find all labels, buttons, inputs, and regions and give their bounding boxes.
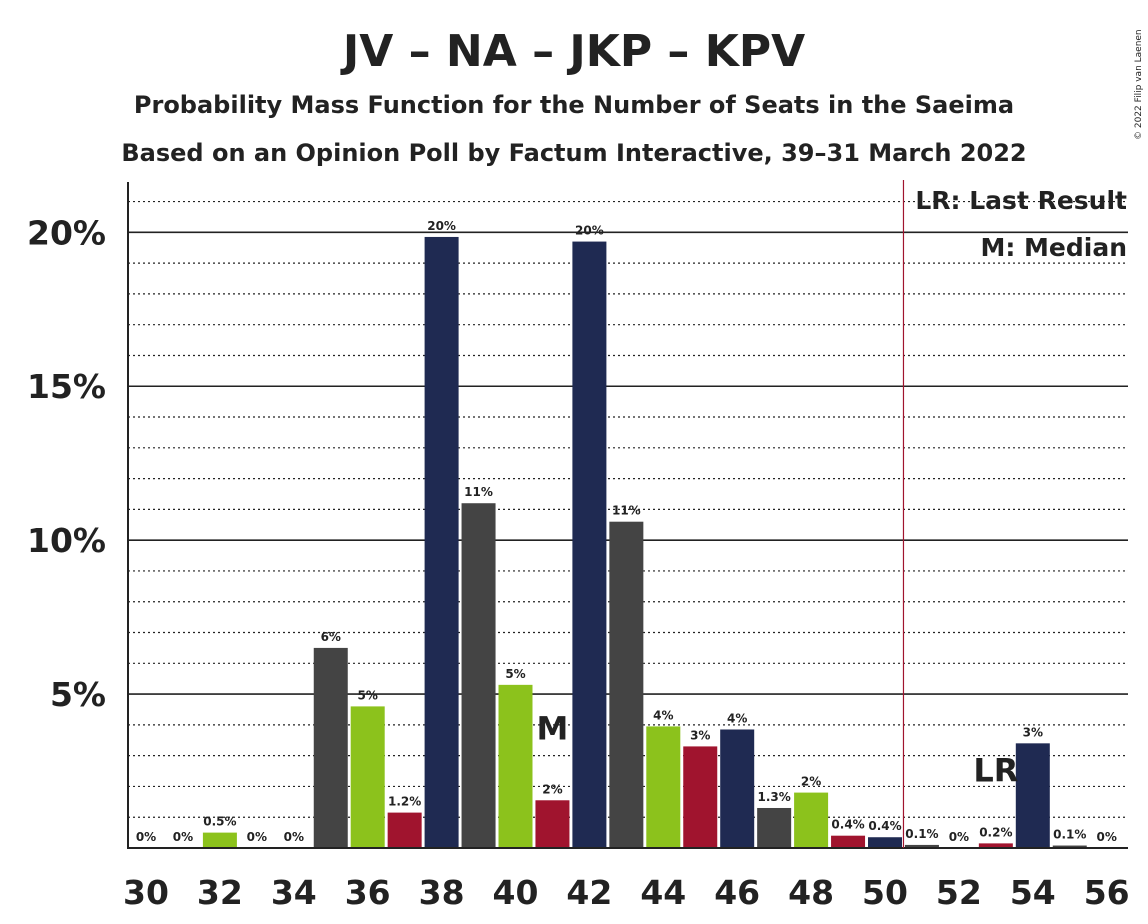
y-tick-label: 5% bbox=[50, 675, 106, 714]
bar-value-label: 0.1% bbox=[1053, 828, 1086, 842]
bar bbox=[831, 835, 866, 848]
bar-value-label: 2% bbox=[801, 775, 821, 789]
bar-value-label: 20% bbox=[427, 219, 456, 233]
bar-value-label: 11% bbox=[464, 485, 493, 499]
bar bbox=[535, 800, 570, 848]
bar-value-label: 5% bbox=[505, 667, 525, 681]
bar bbox=[904, 844, 939, 848]
bar-value-label: 6% bbox=[321, 630, 341, 644]
bar-value-label: 0% bbox=[247, 830, 267, 844]
chart-subtitle-1: Probability Mass Function for the Number… bbox=[134, 91, 1014, 119]
bar-value-label: 0% bbox=[284, 830, 304, 844]
bar bbox=[720, 729, 755, 848]
bar-value-label: 0% bbox=[173, 830, 193, 844]
x-tick-label: 50 bbox=[862, 873, 908, 912]
bar bbox=[868, 837, 902, 848]
last-result-marker: LR bbox=[973, 751, 1018, 789]
bar bbox=[202, 832, 237, 848]
bar-value-label: 0.4% bbox=[831, 818, 864, 832]
copyright-text: © 2022 Filip van Laenen bbox=[1134, 29, 1144, 140]
bar-value-label: 3% bbox=[690, 728, 710, 742]
bar-value-label: 5% bbox=[358, 688, 378, 702]
legend-last-result: LR: Last Result bbox=[915, 186, 1127, 215]
bar bbox=[978, 843, 1013, 848]
bar-value-label: 0.1% bbox=[905, 827, 938, 841]
x-axis-labels: 30 32 34 36 38 40 42 44 46 48 50 52 54 56 bbox=[123, 873, 1130, 912]
bar-value-label: 0.4% bbox=[868, 819, 901, 833]
bar bbox=[683, 746, 718, 848]
bar-value-label: 4% bbox=[653, 708, 673, 722]
bar-value-label: 20% bbox=[575, 224, 604, 238]
x-tick-label: 38 bbox=[419, 873, 465, 912]
bar-value-label: 0% bbox=[949, 830, 969, 844]
bar bbox=[609, 521, 644, 848]
bars bbox=[202, 236, 1087, 848]
x-tick-label: 34 bbox=[271, 873, 317, 912]
x-tick-label: 44 bbox=[640, 873, 686, 912]
bar-value-label: 1.3% bbox=[758, 790, 791, 804]
bar-value-label: 11% bbox=[612, 504, 641, 518]
y-axis-labels: 5% 10% 15% 20% bbox=[27, 213, 106, 714]
chart-title: JV – NA – JKP – KPV bbox=[340, 26, 805, 77]
bar-value-label: 4% bbox=[727, 711, 747, 725]
bar-value-label: 3% bbox=[1023, 725, 1043, 739]
bar bbox=[461, 503, 496, 848]
x-tick-label: 54 bbox=[1010, 873, 1056, 912]
bar-value-label: 1.2% bbox=[388, 795, 421, 809]
bar-value-label: 0.2% bbox=[979, 825, 1012, 839]
chart-subtitle-2: Based on an Opinion Poll by Factum Inter… bbox=[121, 139, 1026, 167]
bar-value-label: 0% bbox=[1097, 830, 1117, 844]
bar bbox=[1015, 743, 1050, 848]
bar-value-labels: 0% 0% 0.5% 0% 0% 6% 5% 1.2% 20% 11% 5% 2% 20% 11% 4% 3%… bbox=[136, 219, 1117, 844]
median-marker: M bbox=[537, 709, 569, 747]
bar bbox=[757, 807, 792, 848]
bar bbox=[498, 684, 533, 848]
x-tick-label: 52 bbox=[936, 873, 982, 912]
y-tick-label: 10% bbox=[27, 521, 106, 560]
bar bbox=[313, 647, 348, 848]
x-tick-label: 40 bbox=[493, 873, 539, 912]
y-tick-label: 20% bbox=[27, 213, 106, 252]
bar bbox=[350, 706, 385, 848]
bar-value-label: 0% bbox=[136, 830, 156, 844]
bar bbox=[424, 236, 459, 848]
bar bbox=[1052, 845, 1087, 848]
bar bbox=[387, 812, 422, 848]
bar bbox=[794, 792, 829, 848]
bar bbox=[646, 726, 681, 848]
y-tick-label: 15% bbox=[27, 367, 106, 406]
bar-value-label: 2% bbox=[542, 782, 562, 796]
bar bbox=[572, 241, 607, 848]
x-tick-label: 46 bbox=[714, 873, 760, 912]
x-tick-label: 42 bbox=[566, 873, 612, 912]
bar-value-label: 0.5% bbox=[203, 815, 236, 829]
x-tick-label: 32 bbox=[197, 873, 243, 912]
x-tick-label: 56 bbox=[1084, 873, 1130, 912]
x-tick-label: 36 bbox=[345, 873, 391, 912]
legend-median: M: Median bbox=[980, 233, 1127, 262]
x-tick-label: 30 bbox=[123, 873, 169, 912]
x-tick-label: 48 bbox=[788, 873, 834, 912]
